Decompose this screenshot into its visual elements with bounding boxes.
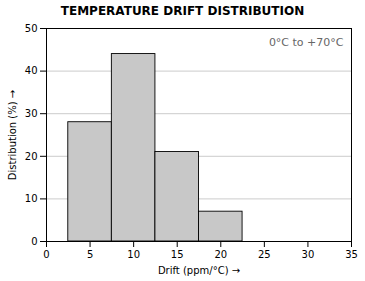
svg-text:40: 40	[25, 65, 38, 76]
svg-text:30: 30	[302, 249, 315, 260]
svg-text:10: 10	[25, 193, 38, 204]
svg-text:20: 20	[25, 151, 38, 162]
svg-text:5: 5	[87, 249, 93, 260]
svg-text:Drift (ppm/°C) →: Drift (ppm/°C) →	[158, 265, 240, 276]
svg-text:0: 0	[31, 236, 37, 247]
svg-text:35: 35	[345, 249, 358, 260]
svg-text:0: 0	[43, 249, 49, 260]
svg-text:15: 15	[171, 249, 184, 260]
svg-text:25: 25	[258, 249, 271, 260]
svg-text:30: 30	[25, 108, 38, 119]
svg-text:50: 50	[25, 23, 38, 34]
svg-text:0°C to +70°C: 0°C to +70°C	[269, 36, 344, 49]
svg-text:20: 20	[214, 249, 227, 260]
html-text:TEMPERATURE DRIFT DISTRIBUTION: TEMPERATURE DRIFT DISTRIBUTION	[60, 4, 305, 18]
svg-text:Distribution (%) →: Distribution (%) →	[7, 90, 18, 180]
svg-text:10: 10	[127, 249, 140, 260]
